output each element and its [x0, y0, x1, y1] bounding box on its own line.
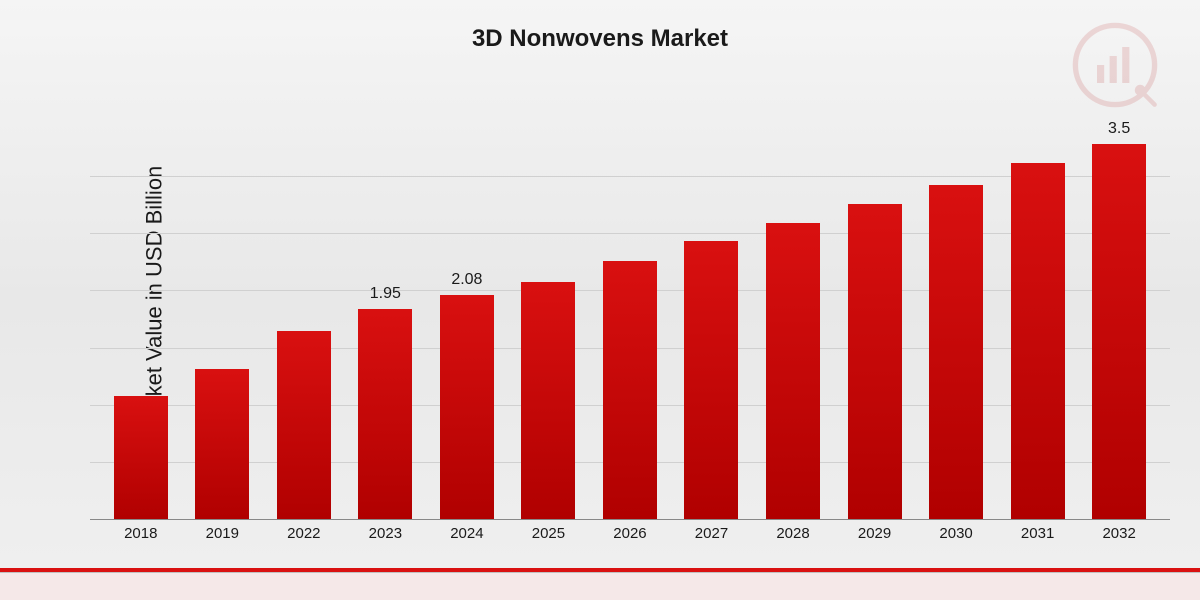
bar-slot: [182, 120, 264, 520]
bar: [1092, 144, 1146, 520]
bar: [195, 369, 249, 520]
bar: [521, 282, 575, 520]
x-tick-label: 2029: [834, 525, 916, 555]
x-tick-label: 2030: [915, 525, 997, 555]
bar-slot: [671, 120, 753, 520]
x-tick-label: 2022: [263, 525, 345, 555]
bar: [684, 241, 738, 520]
bar: [603, 261, 657, 520]
chart-container: 3D Nonwovens Market Market Value in USD …: [0, 0, 1200, 600]
x-axis-line: [90, 519, 1170, 520]
watermark-logo-icon: [1070, 20, 1160, 110]
bar-slot: [834, 120, 916, 520]
bar-slot: [263, 120, 345, 520]
x-tick-label: 2025: [508, 525, 590, 555]
x-tick-label: 2031: [997, 525, 1079, 555]
bar-value-label: 3.5: [1108, 120, 1130, 140]
bar-slot: 2.08: [426, 120, 508, 520]
bar-slot: 1.95: [345, 120, 427, 520]
bar-value-label: 2.08: [451, 271, 482, 291]
bar-slot: 3.5: [1078, 120, 1160, 520]
bar-value-label: 1.95: [370, 285, 401, 305]
bar: [1011, 163, 1065, 520]
x-tick-label: 2019: [182, 525, 264, 555]
bars-group: 1.95 2.08 3.5: [90, 120, 1170, 520]
bar-slot: [915, 120, 997, 520]
x-tick-label: 2024: [426, 525, 508, 555]
x-tick-label: 2028: [752, 525, 834, 555]
bar: [929, 185, 983, 520]
x-tick-label: 2032: [1078, 525, 1160, 555]
bar-slot: [508, 120, 590, 520]
x-tick-label: 2026: [589, 525, 671, 555]
x-tick-label: 2018: [100, 525, 182, 555]
x-ticks: 2018201920222023202420252026202720282029…: [90, 525, 1170, 555]
x-tick-label: 2023: [345, 525, 427, 555]
bar: [440, 295, 494, 520]
bar-slot: [997, 120, 1079, 520]
bar-slot: [100, 120, 182, 520]
x-tick-label: 2027: [671, 525, 753, 555]
bar-slot: [752, 120, 834, 520]
bar: [848, 204, 902, 520]
bottom-band: [0, 572, 1200, 600]
bar: [358, 309, 412, 520]
chart-title: 3D Nonwovens Market: [0, 25, 1200, 53]
bar: [114, 396, 168, 520]
bar: [277, 331, 331, 520]
plot-area: 1.95 2.08 3.5: [90, 120, 1170, 520]
bar-slot: [589, 120, 671, 520]
bar: [766, 223, 820, 520]
